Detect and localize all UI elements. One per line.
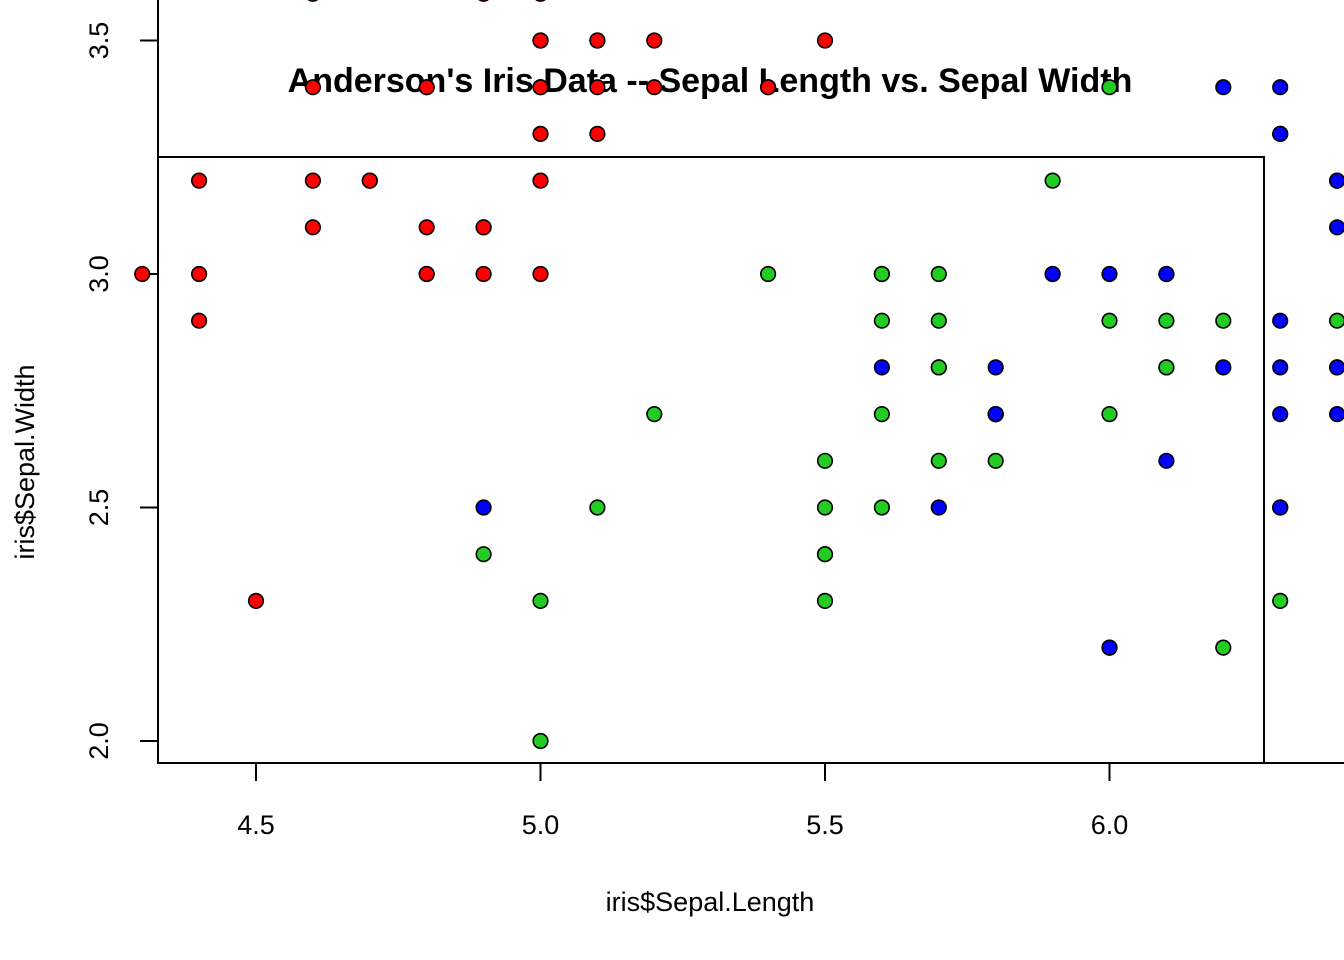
data-point — [873, 359, 891, 376]
data-point — [930, 312, 947, 329]
x-axis-label: iris$Sepal.Length — [606, 887, 815, 917]
data-point — [759, 79, 777, 96]
x-tick-label: 4.5 — [237, 810, 275, 840]
data-point — [478, 0, 489, 2]
data-point — [1272, 312, 1289, 329]
data-point — [304, 219, 322, 236]
data-point — [304, 172, 322, 189]
data-point — [1215, 79, 1232, 96]
y-tick-label: 2.0 — [84, 722, 114, 760]
data-point — [532, 125, 549, 142]
data-point — [589, 125, 606, 142]
data-point — [191, 265, 208, 283]
data-point — [1044, 172, 1061, 189]
data-point — [1101, 265, 1118, 283]
data-point — [418, 265, 435, 283]
y-tick-label: 3.0 — [84, 255, 114, 293]
data-point — [532, 265, 549, 283]
data-point — [1272, 125, 1289, 142]
data-point — [1158, 265, 1175, 283]
data-point — [589, 499, 606, 516]
data-point — [532, 592, 549, 610]
data-point — [1215, 359, 1232, 376]
data-point — [930, 499, 947, 516]
data-point — [930, 265, 947, 283]
data-point — [759, 265, 777, 283]
data-point — [532, 732, 549, 750]
data-point — [134, 265, 151, 283]
data-point — [987, 359, 1004, 376]
data-point — [816, 452, 834, 469]
data-point — [191, 312, 208, 329]
chart-title: Anderson's Iris Data -- Sepal Length vs.… — [288, 62, 1133, 100]
data-point — [418, 79, 435, 96]
x-axis: 4.55.05.56.06.57.07.58.0 — [237, 762, 1344, 840]
data-point — [1215, 312, 1232, 329]
data-point — [873, 312, 891, 329]
data-point — [1329, 219, 1344, 236]
data-point — [191, 172, 208, 189]
data-point — [1158, 359, 1175, 376]
data-point — [987, 452, 1004, 469]
y-tick-label: 3.5 — [84, 22, 114, 60]
data-point — [873, 499, 891, 516]
data-point — [930, 359, 947, 376]
plot-frame — [157, 156, 1265, 764]
data-point — [873, 265, 891, 283]
data-point — [1329, 406, 1344, 423]
data-point — [1158, 312, 1175, 329]
data-point — [1329, 312, 1344, 329]
data-point — [307, 0, 319, 2]
data-point — [475, 546, 492, 563]
data-point — [532, 32, 549, 49]
data-point — [589, 79, 606, 96]
x-tick-label: 6.0 — [1091, 810, 1129, 840]
x-tick-label: 5.5 — [806, 810, 844, 840]
data-point — [646, 406, 663, 423]
y-tick-label: 2.5 — [84, 489, 114, 527]
data-point — [1329, 172, 1344, 189]
data-point — [1272, 592, 1289, 610]
data-point — [987, 406, 1004, 423]
data-point — [418, 219, 435, 236]
data-point — [1101, 79, 1118, 96]
data-point — [532, 79, 549, 96]
data-point — [475, 265, 492, 283]
data-point — [475, 499, 492, 516]
data-point — [646, 32, 663, 49]
data-point — [1272, 79, 1289, 96]
data-point — [1101, 639, 1118, 656]
data-point — [930, 452, 947, 469]
data-point — [304, 79, 322, 96]
data-point — [247, 592, 265, 610]
data-point — [1329, 359, 1344, 376]
y-axis-label: iris$Sepal.Width — [10, 364, 40, 559]
data-points — [134, 0, 1344, 750]
data-point — [475, 219, 492, 236]
data-point — [532, 172, 549, 189]
data-point — [1158, 452, 1175, 469]
data-point — [1101, 406, 1118, 423]
data-point — [589, 32, 606, 49]
data-point — [361, 172, 378, 189]
data-point — [816, 592, 834, 610]
data-point — [1101, 312, 1118, 329]
data-point — [1272, 499, 1289, 516]
data-point — [646, 79, 663, 96]
data-point — [1272, 359, 1289, 376]
data-point — [1215, 639, 1232, 656]
data-point — [816, 499, 834, 516]
data-point — [816, 32, 834, 49]
data-point — [535, 0, 546, 2]
x-tick-label: 5.0 — [522, 810, 560, 840]
data-point — [1044, 265, 1061, 283]
data-point — [816, 546, 834, 563]
data-point — [1272, 406, 1289, 423]
y-axis: 2.02.53.03.54.0 — [84, 0, 159, 760]
data-point — [873, 406, 891, 423]
